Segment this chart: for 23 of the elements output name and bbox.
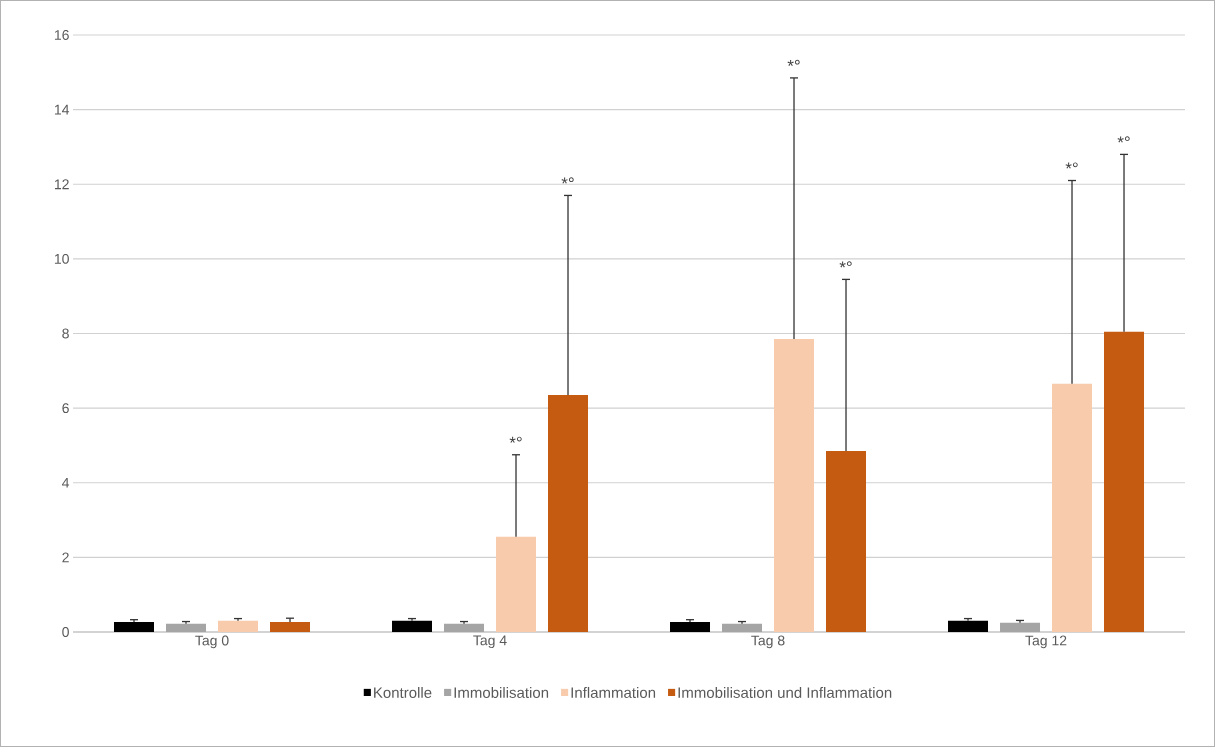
legend-label: Inflammation <box>571 686 656 698</box>
legend-label: Immobilisation und Inflammation <box>678 686 892 698</box>
x-tick-label: Tag 8 <box>751 635 785 649</box>
y-tick-label: 10 <box>54 253 69 264</box>
y-tick-label: 16 <box>54 30 69 40</box>
y-tick-label: 0 <box>62 627 69 637</box>
annotation: *° <box>1065 162 1078 169</box>
legend-label: Immobilisation <box>454 686 549 698</box>
y-tick-label: 14 <box>54 104 70 115</box>
annotation: *° <box>561 177 574 184</box>
legend-label: Kontrolle <box>374 686 432 698</box>
y-tick-label: 8 <box>62 328 69 339</box>
x-tick-label: Tag 0 <box>195 635 229 649</box>
y-tick-label: 4 <box>62 477 70 488</box>
y-tick-label: 2 <box>62 552 69 563</box>
x-tick-label: Tag 12 <box>1025 635 1067 649</box>
annotation: *° <box>839 261 852 268</box>
annotation: *° <box>787 59 800 66</box>
annotation: *° <box>1117 136 1130 143</box>
y-tick-label: 6 <box>62 403 69 414</box>
y-tick-label: 12 <box>54 179 69 190</box>
annotation: *° <box>509 436 522 443</box>
x-tick-label: Tag 4 <box>473 635 507 649</box>
